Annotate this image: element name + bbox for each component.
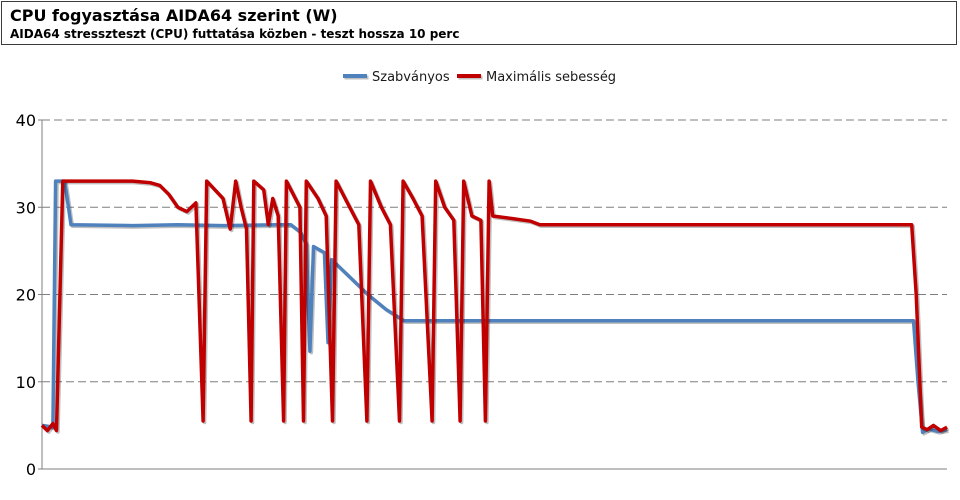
y-tick-label-0: 0 [26, 460, 36, 479]
series-shadow-1 [42, 180, 950, 434]
series-line-1 [40, 179, 948, 433]
series-line-0 [41, 179, 948, 435]
y-tick-label-10: 10 [16, 373, 36, 392]
series-shadow-0 [43, 180, 949, 436]
y-tick-label-40: 40 [16, 111, 36, 130]
y-tick-label-20: 20 [16, 286, 36, 305]
chart-subtitle: AIDA64 stresszteszt (CPU) futtatása közb… [10, 27, 460, 41]
y-tick-label-30: 30 [16, 198, 36, 217]
chart-header: CPU fogyasztása AIDA64 szerint (W) AIDA6… [1, 1, 957, 45]
chart-title: CPU fogyasztása AIDA64 szerint (W) [10, 6, 338, 25]
legend-label-0: Szabványos [372, 70, 450, 85]
legend-label-1: Maximális sebesség [486, 70, 616, 85]
